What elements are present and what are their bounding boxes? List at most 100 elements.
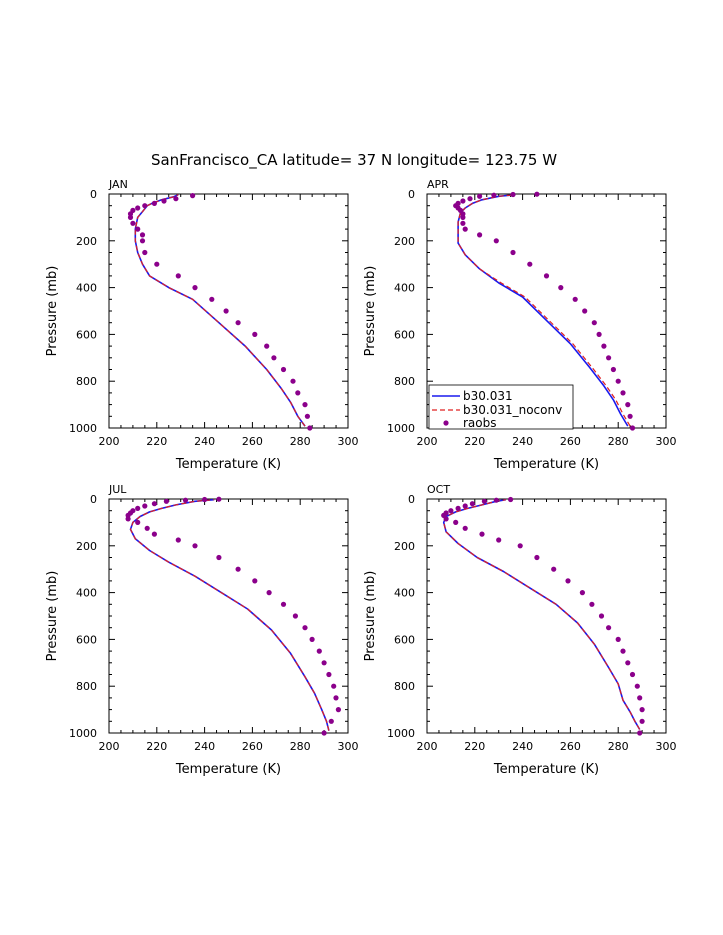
raobs-point [455,505,461,511]
raobs-point [558,285,564,291]
raobs-point [142,203,148,209]
series-b30-031 [134,193,306,427]
series-b30-031-noconv [443,499,641,730]
x-tick-label: 260 [242,435,263,448]
x-tick-label: 200 [417,740,438,753]
raobs-point [280,366,287,373]
x-axis-label: Temperature (K) [493,762,599,777]
raobs-point [589,601,595,607]
raobs-point [610,366,617,373]
y-tick-label: 1000 [387,422,415,435]
series-b30-031-noconv [134,194,306,427]
raobs-point [462,503,468,509]
figure-title: SanFrancisco_CA latitude= 37 N longitude… [151,151,557,170]
x-tick-label: 220 [464,435,485,448]
raobs-point [151,200,157,206]
x-tick-label: 240 [194,435,215,448]
x-tick-label: 280 [608,740,629,753]
x-tick-label: 200 [417,435,438,448]
raobs-point [333,695,339,701]
raobs-point [130,207,136,213]
x-tick-label: 220 [146,740,167,753]
raobs-point [130,508,136,514]
raobs-point [596,331,602,337]
y-tick-label: 600 [394,633,415,646]
raobs-point [479,531,485,537]
raobs-point [235,320,241,326]
raobs-point [453,519,459,526]
raobs-point [481,498,487,504]
raobs-point [135,205,141,211]
panel-oct: OCT 200 220 240 260 280 300 0 200 400 600 800 1000 Te… [363,483,677,777]
y-tick-label: 1000 [69,727,97,740]
legend-label-raobs: raobs [463,416,497,430]
x-tick-label: 220 [464,740,485,753]
raobs-point [510,249,516,256]
raobs-point [606,355,612,361]
raobs-point [460,220,466,226]
raobs-point [175,537,181,543]
raobs-point [582,308,588,314]
y-tick-label: 200 [394,235,415,248]
y-tick-label: 200 [394,540,415,553]
x-tick-label: 240 [194,740,215,753]
raobs-point [316,648,322,654]
panel-label: JAN [108,178,128,191]
x-tick-label: 300 [338,740,359,753]
y-tick-label: 0 [408,188,415,201]
raobs-point [151,501,157,507]
legend-label-b30-031: b30.031 [463,389,513,403]
raobs-point [280,601,287,607]
raobs-point [295,390,301,396]
raobs-point [527,261,533,267]
raobs-point [252,331,258,337]
raobs-point [154,261,160,267]
raobs-point [625,402,631,408]
panel-label: APR [427,178,449,191]
raobs-point [455,200,461,206]
y-tick-label: 400 [76,587,97,600]
raobs-point [517,543,523,549]
x-tick-label: 200 [99,740,120,753]
raobs-point [598,613,605,619]
raobs-point [216,554,222,561]
raobs-point [223,308,229,314]
raobs-point [216,496,222,502]
y-tick-label: 0 [408,493,415,506]
y-tick-label: 400 [76,282,97,295]
raobs-point [309,636,315,643]
raobs-point [192,285,198,291]
raobs-point [326,671,332,678]
raobs-point [543,273,550,279]
x-tick-label: 300 [656,435,677,448]
x-tick-label: 280 [608,435,629,448]
legend-label-noconv: b30.031_noconv [463,403,562,417]
y-tick-label: 400 [394,282,415,295]
x-tick-label: 200 [99,435,120,448]
x-axis-label: Temperature (K) [175,762,281,777]
raobs-point [637,695,643,701]
y-axis-label: Pressure (mb) [45,266,60,357]
raobs-point [266,590,272,596]
raobs-point [321,730,327,736]
plot-frame [108,498,349,734]
y-tick-label: 600 [394,328,415,341]
raobs-point [142,249,148,256]
raobs-point [462,226,468,232]
raobs-point [627,413,633,419]
raobs-point [302,402,308,408]
x-tick-label: 260 [560,435,581,448]
x-axis-label: Temperature (K) [493,457,599,472]
raobs-point [491,192,497,198]
raobs-point [496,537,502,543]
panel-label: JUL [108,483,127,496]
raobs-point [620,390,626,396]
y-axis-label: Pressure (mb) [363,266,378,357]
y-tick-label: 200 [76,235,97,248]
raobs-point [290,378,296,384]
raobs-point [629,425,636,431]
x-tick-label: 280 [290,435,311,448]
raobs-point [534,191,540,197]
